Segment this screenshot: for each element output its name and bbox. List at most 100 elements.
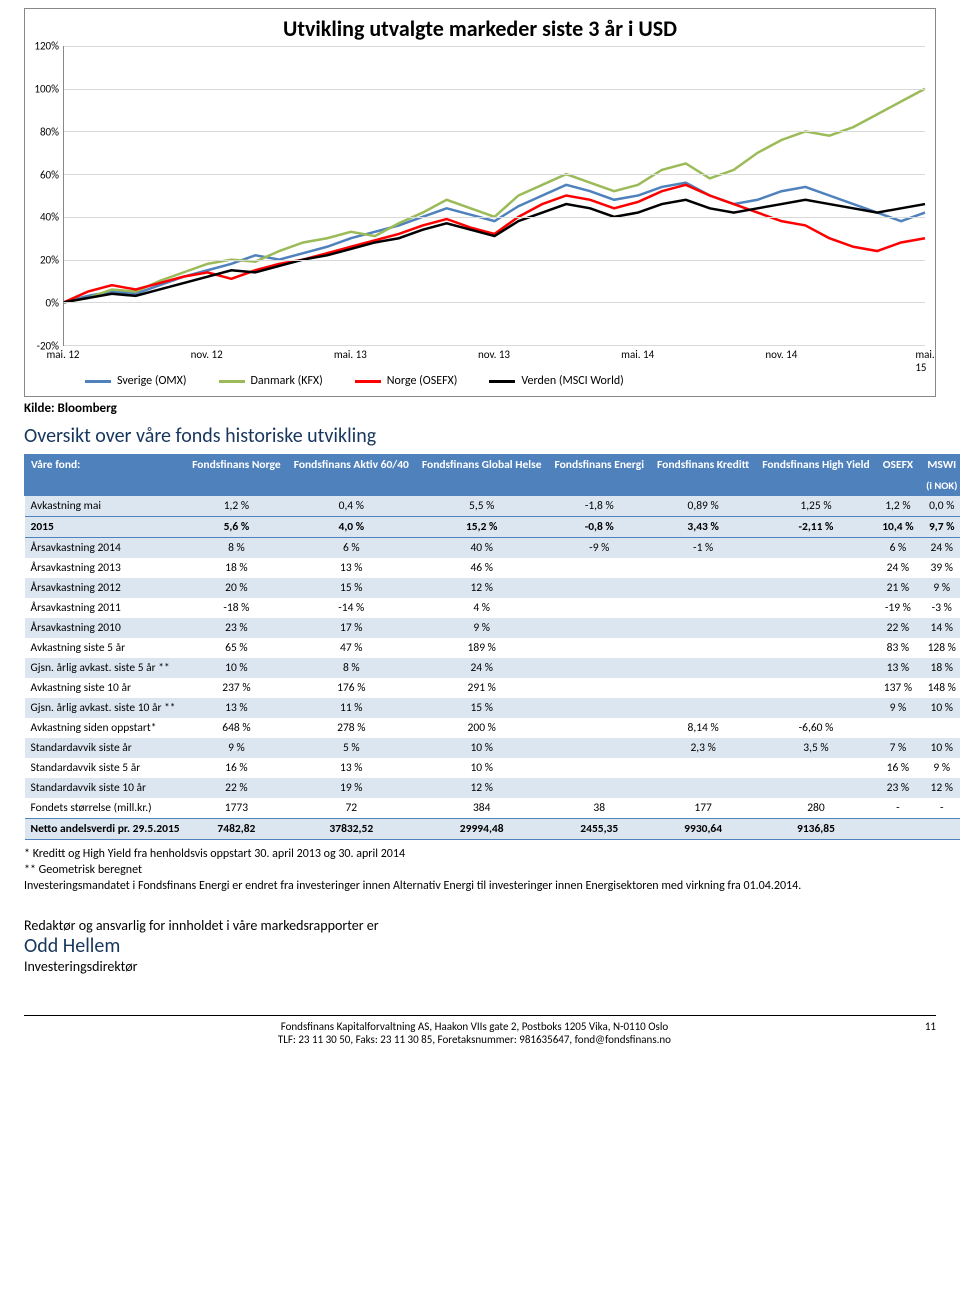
table-cell: 128 % — [920, 638, 960, 658]
table-cell: 38 — [548, 798, 651, 819]
legend-swatch — [219, 380, 245, 383]
table-cell — [548, 718, 651, 738]
table-cell: Årsavkastning 2010 — [25, 618, 186, 638]
table-cell: Avkastning siste 5 år — [25, 638, 186, 658]
x-tick: mai. 14 — [621, 348, 654, 361]
table-cell: 18 % — [186, 558, 288, 578]
table-cell: 9 % — [415, 618, 548, 638]
table-row: Standardavvik siste år9 %5 %10 %2,3 %3,5… — [25, 738, 960, 758]
table-cell: 2015 — [25, 517, 186, 538]
col-header: OSEFX — [876, 455, 919, 476]
table-row: Årsavkastning 20148 %6 %40 %-9 %-1 %6 %2… — [25, 538, 960, 559]
table-cell: -0,8 % — [548, 517, 651, 538]
table-cell: 39 % — [920, 558, 960, 578]
x-tick: nov. 12 — [191, 348, 223, 361]
table-row: 20155,6 %4,0 %15,2 %-0,8 %3,43 %-2,11 %1… — [25, 517, 960, 538]
table-cell — [548, 738, 651, 758]
table-cell: 1773 — [186, 798, 288, 819]
table-cell: 72 — [287, 798, 415, 819]
table-cell: 16 % — [186, 758, 288, 778]
table-cell — [756, 758, 876, 778]
table-cell: 47 % — [287, 638, 415, 658]
table-cell: 10 % — [415, 758, 548, 778]
table-cell: -9 % — [548, 538, 651, 559]
table-cell: 9 % — [920, 758, 960, 778]
table-cell: 3,43 % — [651, 517, 756, 538]
legend-swatch — [355, 380, 381, 383]
table-cell: 13 % — [186, 698, 288, 718]
table-cell: Standardavvik siste 10 år — [25, 778, 186, 798]
table-cell — [756, 538, 876, 559]
table-cell — [651, 698, 756, 718]
table-cell — [548, 578, 651, 598]
table-cell: 0,4 % — [287, 496, 415, 517]
table-row: Årsavkastning 201318 %13 %46 %24 %39 % — [25, 558, 960, 578]
table-cell: 177 — [651, 798, 756, 819]
table-cell — [651, 558, 756, 578]
col-subheader — [186, 476, 288, 496]
table-cell: 176 % — [287, 678, 415, 698]
col-subheader — [756, 476, 876, 496]
table-cell: 3,5 % — [756, 738, 876, 758]
col-subheader — [25, 476, 186, 496]
table-cell: -18 % — [186, 598, 288, 618]
table-cell: 9930,64 — [651, 819, 756, 840]
table-cell: 8 % — [186, 538, 288, 559]
x-tick: mai. 12 — [47, 348, 80, 361]
table-cell: 278 % — [287, 718, 415, 738]
table-cell — [756, 678, 876, 698]
table-cell: -2,11 % — [756, 517, 876, 538]
x-tick: mai. 13 — [334, 348, 367, 361]
table-cell: 9136,85 — [756, 819, 876, 840]
legend-label: Verden (MSCI World) — [521, 374, 623, 388]
table-cell — [651, 578, 756, 598]
col-subheader: (i NOK) — [920, 476, 960, 496]
footer-line2: TLF: 23 11 30 50, Faks: 23 11 30 85, For… — [24, 1033, 925, 1046]
table-row: Avkastning siden oppstart*648 %278 %200 … — [25, 718, 960, 738]
chart-title: Utvikling utvalgte markeder siste 3 år i… — [25, 9, 935, 46]
table-cell: 4 % — [415, 598, 548, 618]
page-number: 11 — [925, 1020, 936, 1046]
col-subheader — [548, 476, 651, 496]
table-cell: 13 % — [287, 758, 415, 778]
table-cell — [651, 658, 756, 678]
legend-label: Danmark (KFX) — [251, 374, 323, 388]
table-cell: 13 % — [876, 658, 919, 678]
table-cell — [548, 758, 651, 778]
table-cell: -1 % — [651, 538, 756, 559]
x-tick: nov. 14 — [765, 348, 797, 361]
table-cell: 200 % — [415, 718, 548, 738]
table-cell: 237 % — [186, 678, 288, 698]
table-cell: 280 — [756, 798, 876, 819]
table-row: Avkastning mai1,2 %0,4 %5,5 %-1,8 %0,89 … — [25, 496, 960, 517]
table-cell: Årsavkastning 2011 — [25, 598, 186, 618]
y-tick: 20% — [40, 254, 59, 267]
table-cell: 24 % — [415, 658, 548, 678]
table-cell — [756, 558, 876, 578]
table-cell: Standardavvik siste år — [25, 738, 186, 758]
footnote-3: Investeringsmandatet i Fondsfinans Energ… — [24, 878, 936, 894]
table-cell: 14 % — [920, 618, 960, 638]
table-cell — [756, 778, 876, 798]
table-cell: 17 % — [287, 618, 415, 638]
table-cell — [651, 598, 756, 618]
table-cell: 6 % — [876, 538, 919, 559]
table-cell: 15,2 % — [415, 517, 548, 538]
legend-item: Verden (MSCI World) — [489, 374, 623, 388]
x-tick: nov. 13 — [478, 348, 510, 361]
table-row: Årsavkastning 201023 %17 %9 %22 %14 % — [25, 618, 960, 638]
table-cell: 16 % — [876, 758, 919, 778]
table-row: Gjsn. årlig avkast. siste 10 år **13 %11… — [25, 698, 960, 718]
table-row: Fondets størrelse (mill.kr.)177372384381… — [25, 798, 960, 819]
table-cell: 23 % — [186, 618, 288, 638]
col-subheader — [287, 476, 415, 496]
table-cell: 12 % — [415, 778, 548, 798]
table-row: Avkastning siste 10 år237 %176 %291 %137… — [25, 678, 960, 698]
col-header: Fondsfinans High Yield — [756, 455, 876, 476]
table-cell: -6,60 % — [756, 718, 876, 738]
table-cell: Netto andelsverdi pr. 29.5.2015 — [25, 819, 186, 840]
table-cell — [548, 558, 651, 578]
footer-line1: Fondsfinans Kapitalforvaltning AS, Haako… — [24, 1020, 925, 1033]
table-cell: 15 % — [287, 578, 415, 598]
table-cell: 7482,82 — [186, 819, 288, 840]
